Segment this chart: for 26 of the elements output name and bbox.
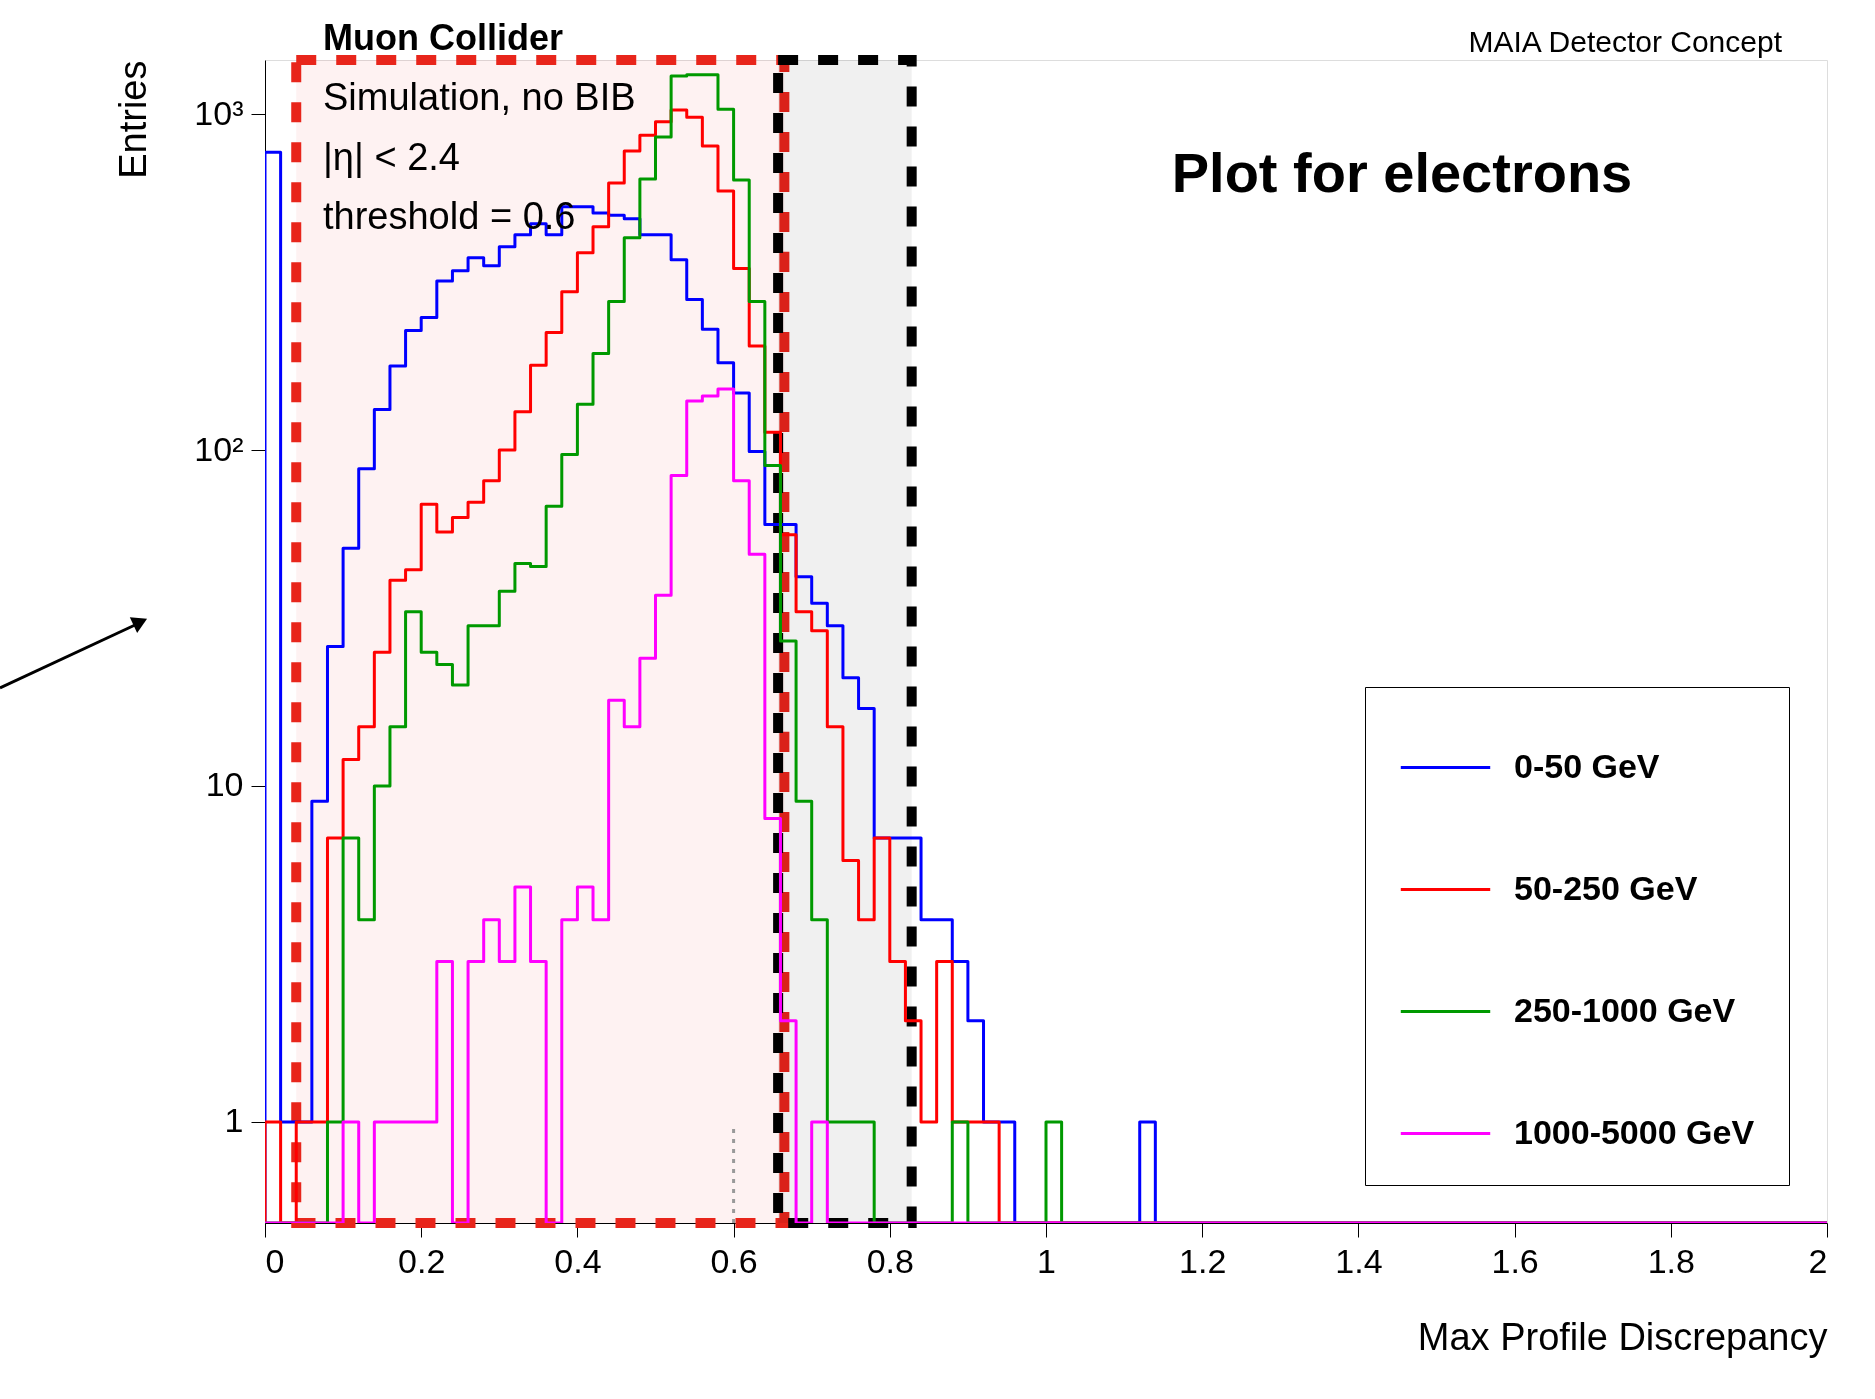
- x-tick-label: 1.6: [1491, 1241, 1539, 1280]
- x-axis-title: Max Profile Discrepancy: [1417, 1315, 1828, 1358]
- y-axis-title: Entries: [112, 60, 155, 179]
- y-tick-label: 10²: [194, 429, 244, 468]
- x-tick-label: 0.8: [866, 1241, 914, 1280]
- annotation: Plot for electrons: [1171, 141, 1633, 204]
- annotation: |η| < 2.4: [323, 136, 461, 178]
- legend-label: 1000-5000 GeV: [1514, 1112, 1755, 1151]
- x-tick-label: 0.2: [398, 1241, 446, 1280]
- x-tick-label: 0.4: [554, 1241, 602, 1280]
- legend-label: 0-50 GeV: [1514, 746, 1660, 785]
- text: Muon Collider: [323, 17, 563, 58]
- y-tick-label: 10: [205, 765, 244, 804]
- legend-label: 250-1000 GeV: [1514, 990, 1736, 1029]
- x-tick-label: 2: [1808, 1241, 1828, 1280]
- legend-label: 50-250 GeV: [1514, 868, 1698, 907]
- x-tick-label: 1: [1037, 1241, 1056, 1280]
- y-tick-label: 1: [224, 1101, 244, 1140]
- y-tick-label: 10³: [194, 93, 244, 132]
- x-tick-label: 1.2: [1179, 1241, 1227, 1280]
- text: MAIA Detector Concept: [1468, 25, 1783, 58]
- x-tick-label: 0.6: [710, 1241, 758, 1280]
- annotation: Simulation, no BIB: [323, 76, 636, 118]
- x-tick-label: 1.8: [1647, 1241, 1695, 1280]
- x-tick-label: 0: [265, 1241, 285, 1280]
- x-tick-label: 1.4: [1335, 1241, 1383, 1280]
